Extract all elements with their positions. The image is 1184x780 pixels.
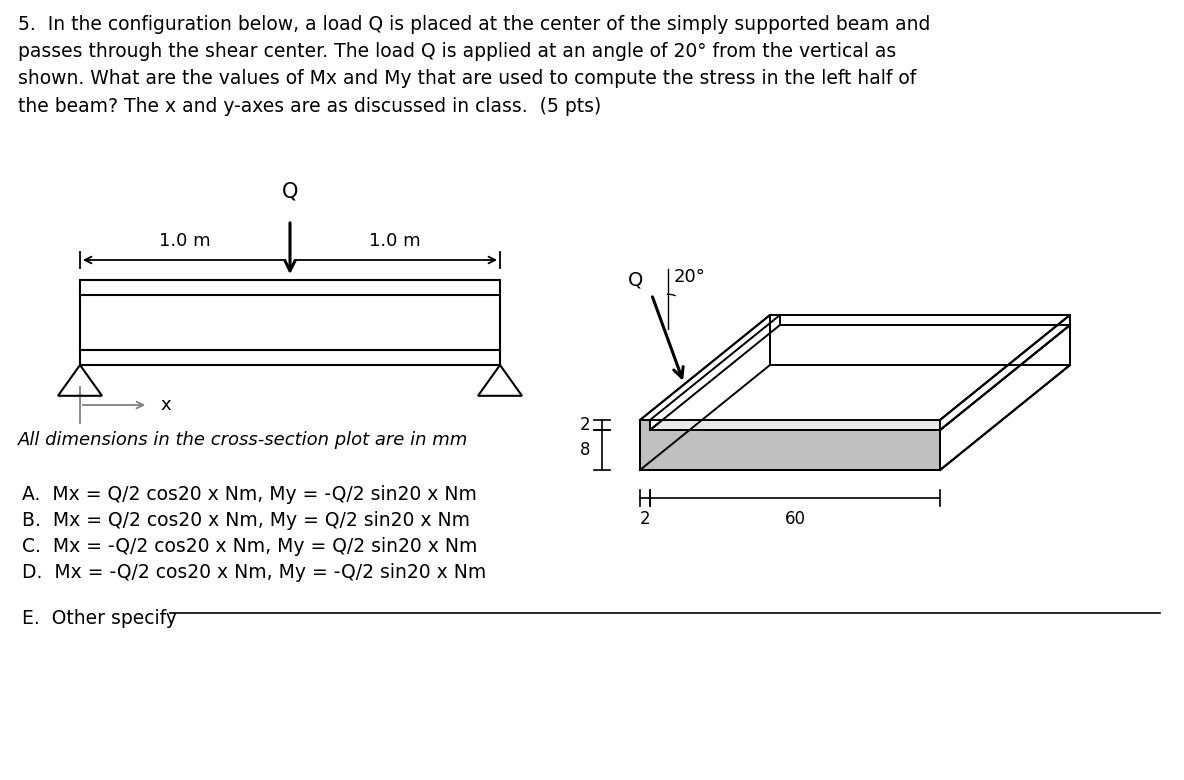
Text: A.  Mx = Q/2 cos20 x Nm, My = -Q/2 sin20 x Nm: A. Mx = Q/2 cos20 x Nm, My = -Q/2 sin20 … [22,485,477,504]
Text: Q: Q [282,182,298,202]
Text: 1.0 m: 1.0 m [369,232,420,250]
Text: 2: 2 [639,510,650,528]
Polygon shape [81,280,500,365]
Text: E.  Other specify: E. Other specify [22,609,176,628]
Polygon shape [641,315,1070,420]
Text: x: x [160,396,170,414]
Polygon shape [770,315,1070,365]
Text: 2: 2 [579,416,590,434]
Text: 1.0 m: 1.0 m [159,232,211,250]
Polygon shape [940,325,1070,470]
Text: 5.  In the configuration below, a load Q is placed at the center of the simply s: 5. In the configuration below, a load Q … [18,15,931,115]
Polygon shape [940,315,1070,430]
Polygon shape [650,325,1070,430]
Text: Q: Q [629,270,644,289]
Text: 20°: 20° [674,268,706,286]
Text: D.  Mx = -Q/2 cos20 x Nm, My = -Q/2 sin20 x Nm: D. Mx = -Q/2 cos20 x Nm, My = -Q/2 sin20… [22,563,487,582]
Text: 60: 60 [785,510,805,528]
Polygon shape [641,420,940,470]
Polygon shape [641,365,1070,470]
Text: All dimensions in the cross-section plot are in mm: All dimensions in the cross-section plot… [18,431,468,449]
Text: C.  Mx = -Q/2 cos20 x Nm, My = Q/2 sin20 x Nm: C. Mx = -Q/2 cos20 x Nm, My = Q/2 sin20 … [22,537,477,556]
Text: 8: 8 [579,441,590,459]
Text: B.  Mx = Q/2 cos20 x Nm, My = Q/2 sin20 x Nm: B. Mx = Q/2 cos20 x Nm, My = Q/2 sin20 x… [22,511,470,530]
